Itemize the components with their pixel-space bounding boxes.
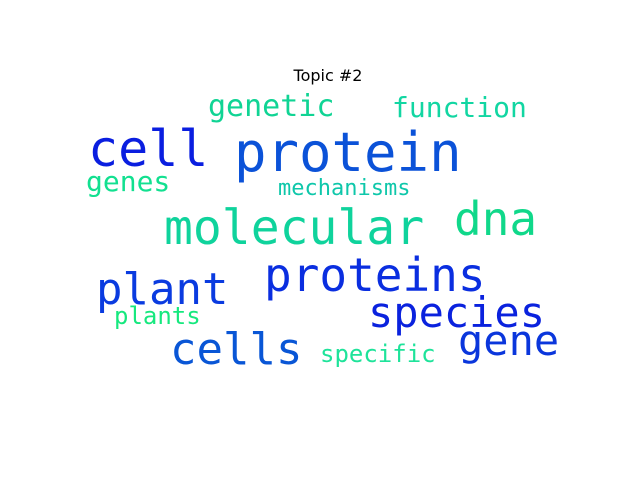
word-specific: specific — [320, 340, 436, 368]
word-dna: dna — [454, 192, 538, 246]
word-plants: plants — [114, 302, 201, 330]
word-species: species — [368, 288, 546, 337]
word-function: function — [392, 91, 527, 124]
word-genetic: genetic — [208, 89, 335, 124]
word-molecular: molecular — [164, 200, 425, 256]
word-cell: cell — [88, 120, 209, 178]
word-genes: genes — [86, 165, 171, 198]
word-cloud: protein cell molecular proteins dna plan… — [80, 88, 576, 384]
word-plant: plant — [96, 264, 229, 315]
figure-title: Topic #2 — [293, 66, 363, 85]
word-gene: gene — [458, 316, 560, 365]
word-cells: cells — [170, 324, 303, 375]
word-mechanisms: mechanisms — [278, 176, 411, 201]
word-proteins: proteins — [264, 248, 486, 302]
word-protein: protein — [234, 121, 462, 184]
